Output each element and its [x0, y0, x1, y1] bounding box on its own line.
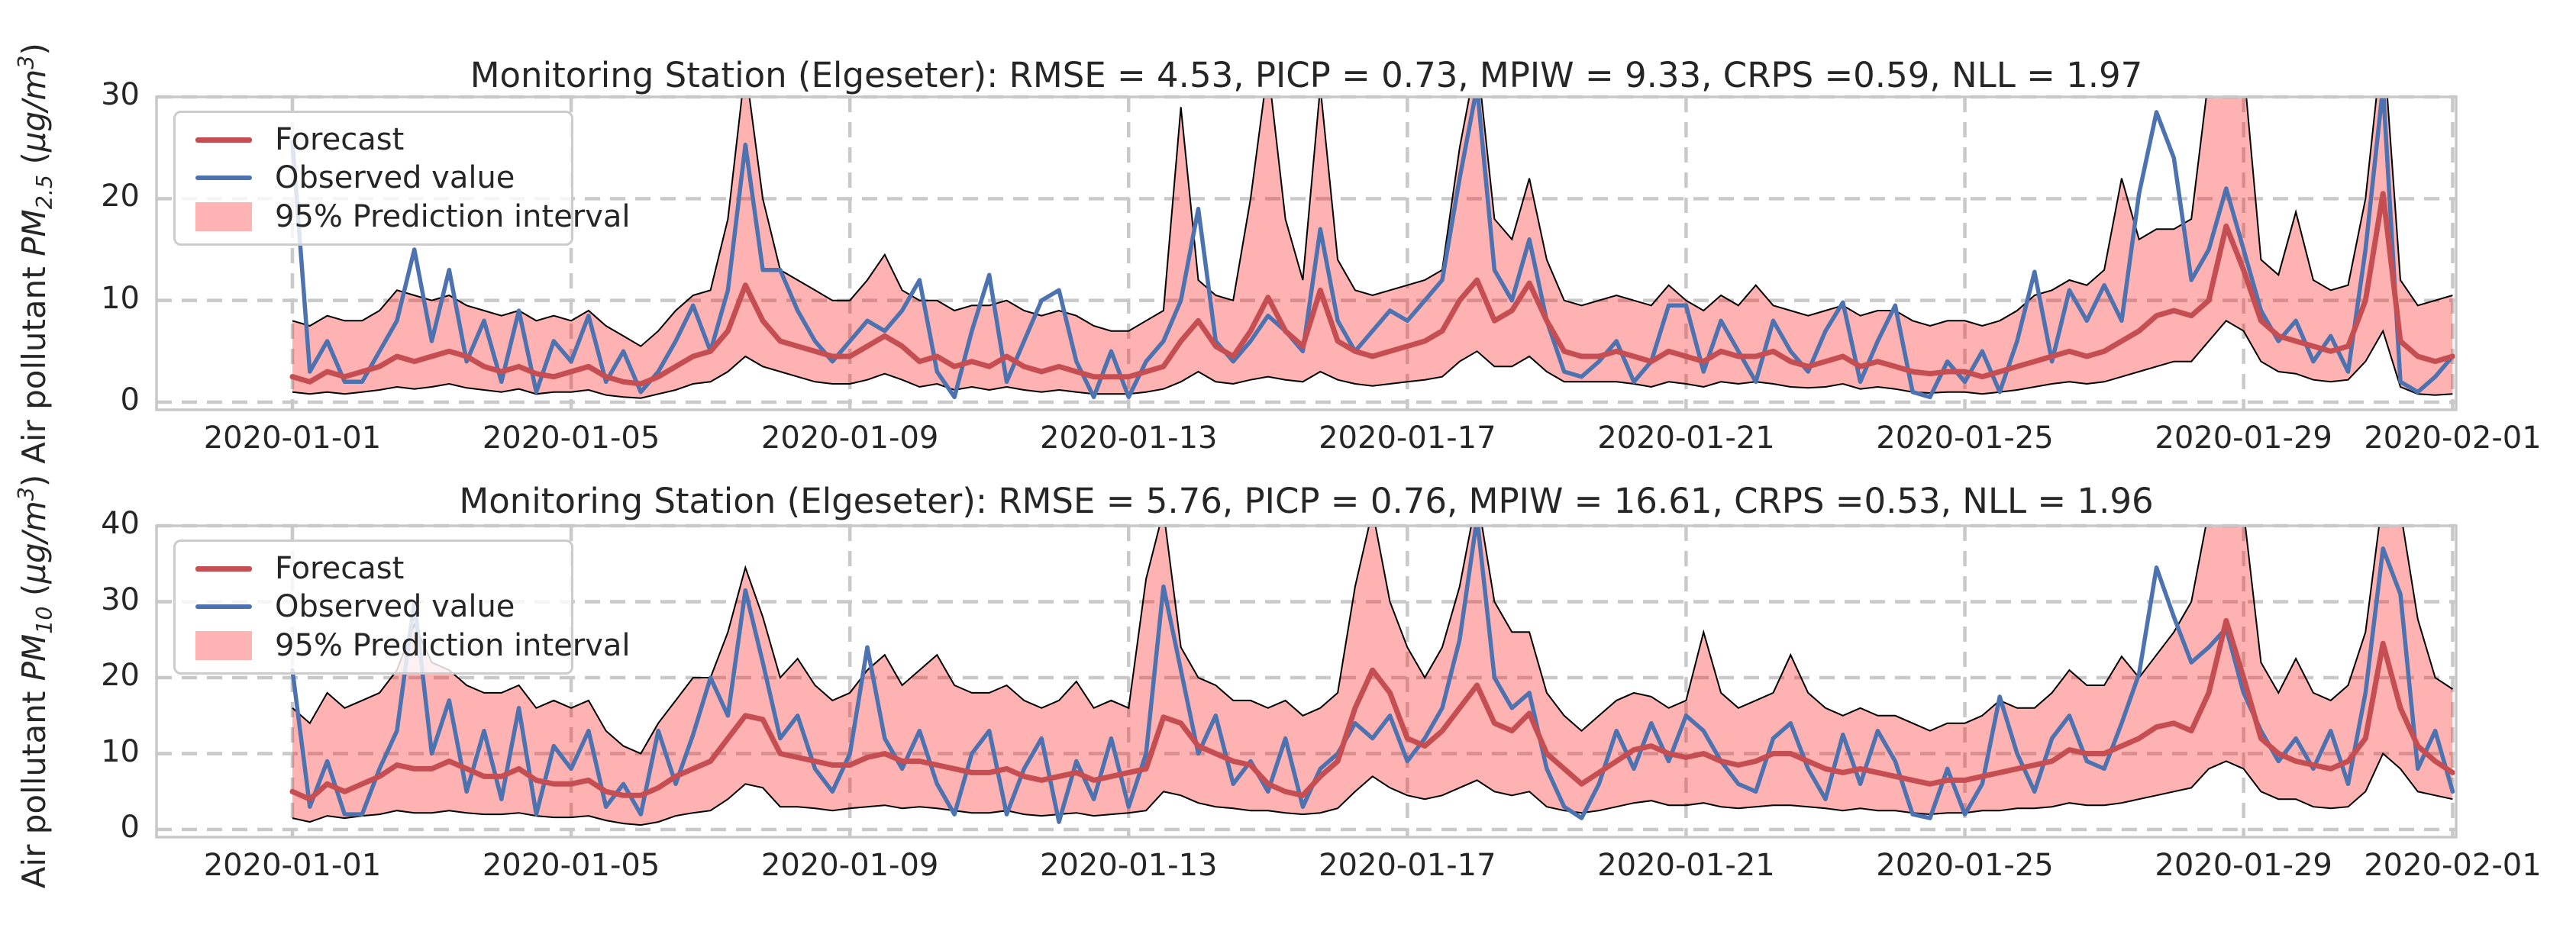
pm10-x-tick-label: 2020-01-25: [1876, 848, 2054, 883]
pm25-prediction-interval-band: [292, 97, 2453, 398]
pm10-y-tick-label: 30: [101, 581, 140, 617]
legend-label: Observed value: [275, 589, 515, 625]
pm25-axes-spines: [155, 95, 2458, 411]
pm25-forecast-line: [289, 191, 2455, 387]
ylabel-sup: 3: [12, 487, 39, 501]
ylabel-close: ): [15, 474, 53, 488]
pm25-x-tick-label: 2020-01-17: [1319, 420, 1496, 456]
pm10-legend: Forecast Observed value 95% Prediction int…: [173, 540, 631, 675]
pm10-x-tick-label: 2020-01-21: [1597, 848, 1775, 883]
pm25-x-tick-label: 2020-01-05: [482, 420, 660, 456]
legend-patch-swatch: [195, 630, 252, 660]
pm10-chart-title: Monitoring Station (Elgeseter): RMSE = 5…: [459, 481, 2154, 521]
pm25-band-upper-edge: [292, 97, 2453, 347]
legend-label: Forecast: [275, 122, 405, 158]
legend-label: Forecast: [275, 551, 405, 587]
pm25-y-tick-label: 10: [101, 280, 140, 316]
ylabel-prefix: Air pollutant: [15, 681, 53, 889]
pm25-y-tick-label: 30: [101, 77, 140, 112]
ylabel-open: (: [15, 152, 53, 175]
pm10-y-tick-label: 40: [101, 506, 140, 541]
legend-label: 95% Prediction interval: [275, 627, 631, 663]
pm10-x-tick-label: 2020-01-13: [1040, 848, 1218, 883]
pm25-y-tick-label: 0: [120, 382, 140, 417]
legend-item-observed: Observed value: [195, 589, 551, 624]
ylabel-sup: 3: [12, 55, 39, 69]
legend-item-interval: 95% Prediction interval: [195, 628, 631, 663]
pm10-x-tick-label: 2020-01-29: [2155, 848, 2332, 883]
legend-line-swatch: [195, 565, 252, 572]
pm10-forecast-line: [289, 617, 2455, 802]
legend-line-swatch: [195, 176, 252, 181]
pm10-band-lower-edge: [292, 752, 2453, 826]
pm10-x-tick-label: 2020-01-05: [482, 848, 660, 883]
pm25-legend: Forecast Observed value 95% Prediction int…: [173, 111, 631, 246]
pm10-x-tick-label: 2020-01-09: [760, 848, 939, 883]
legend-patch-swatch: [195, 201, 252, 231]
legend-label: Observed value: [275, 160, 515, 196]
pm10-plot-area: [155, 523, 2458, 839]
pm10-x-tick-label: 2020-02-01: [2364, 848, 2542, 883]
pm25-chart-title: Monitoring Station (Elgeseter): RMSE = 4…: [470, 55, 2143, 95]
legend-line-swatch: [195, 137, 252, 143]
pm10-axes-spines: [155, 524, 2458, 839]
pm25-x-tick-label: 2020-01-01: [203, 420, 382, 456]
pm25-y-tick-label: 20: [101, 179, 140, 214]
pm10-y-tick-label: 10: [101, 733, 140, 769]
legend-item-forecast: Forecast: [195, 551, 551, 586]
legend-line-swatch: [195, 604, 252, 610]
pm25-x-tick-label: 2020-02-01: [2364, 420, 2542, 456]
pm25-x-tick-label: 2020-01-25: [1876, 420, 2054, 456]
pm10-x-tick-label: 2020-01-01: [203, 848, 382, 883]
legend-item-forecast: Forecast: [195, 122, 551, 157]
pm25-x-tick-label: 2020-01-13: [1040, 420, 1218, 456]
legend-label: 95% Prediction interval: [275, 198, 631, 234]
legend-item-observed: Observed value: [195, 160, 551, 195]
ylabel-close: ): [15, 43, 53, 56]
pm10-x-tick-label: 2020-01-17: [1319, 848, 1496, 883]
pm10-band-upper-edge: [292, 526, 2453, 755]
ylabel-var: PM: [15, 209, 53, 256]
pm10-y-tick-label: 0: [120, 810, 140, 846]
pm10-observed-line: [290, 526, 2455, 824]
pm25-plot-area: [155, 95, 2458, 411]
pm25-x-tick-label: 2020-01-21: [1597, 420, 1775, 456]
pm25-x-tick-label: 2020-01-29: [2155, 420, 2332, 456]
pm25-x-tick-label: 2020-01-09: [760, 420, 939, 456]
pm10-y-tick-label: 20: [101, 658, 140, 694]
pm25-band-lower-edge: [292, 320, 2453, 399]
legend-item-interval: 95% Prediction interval: [195, 199, 631, 234]
